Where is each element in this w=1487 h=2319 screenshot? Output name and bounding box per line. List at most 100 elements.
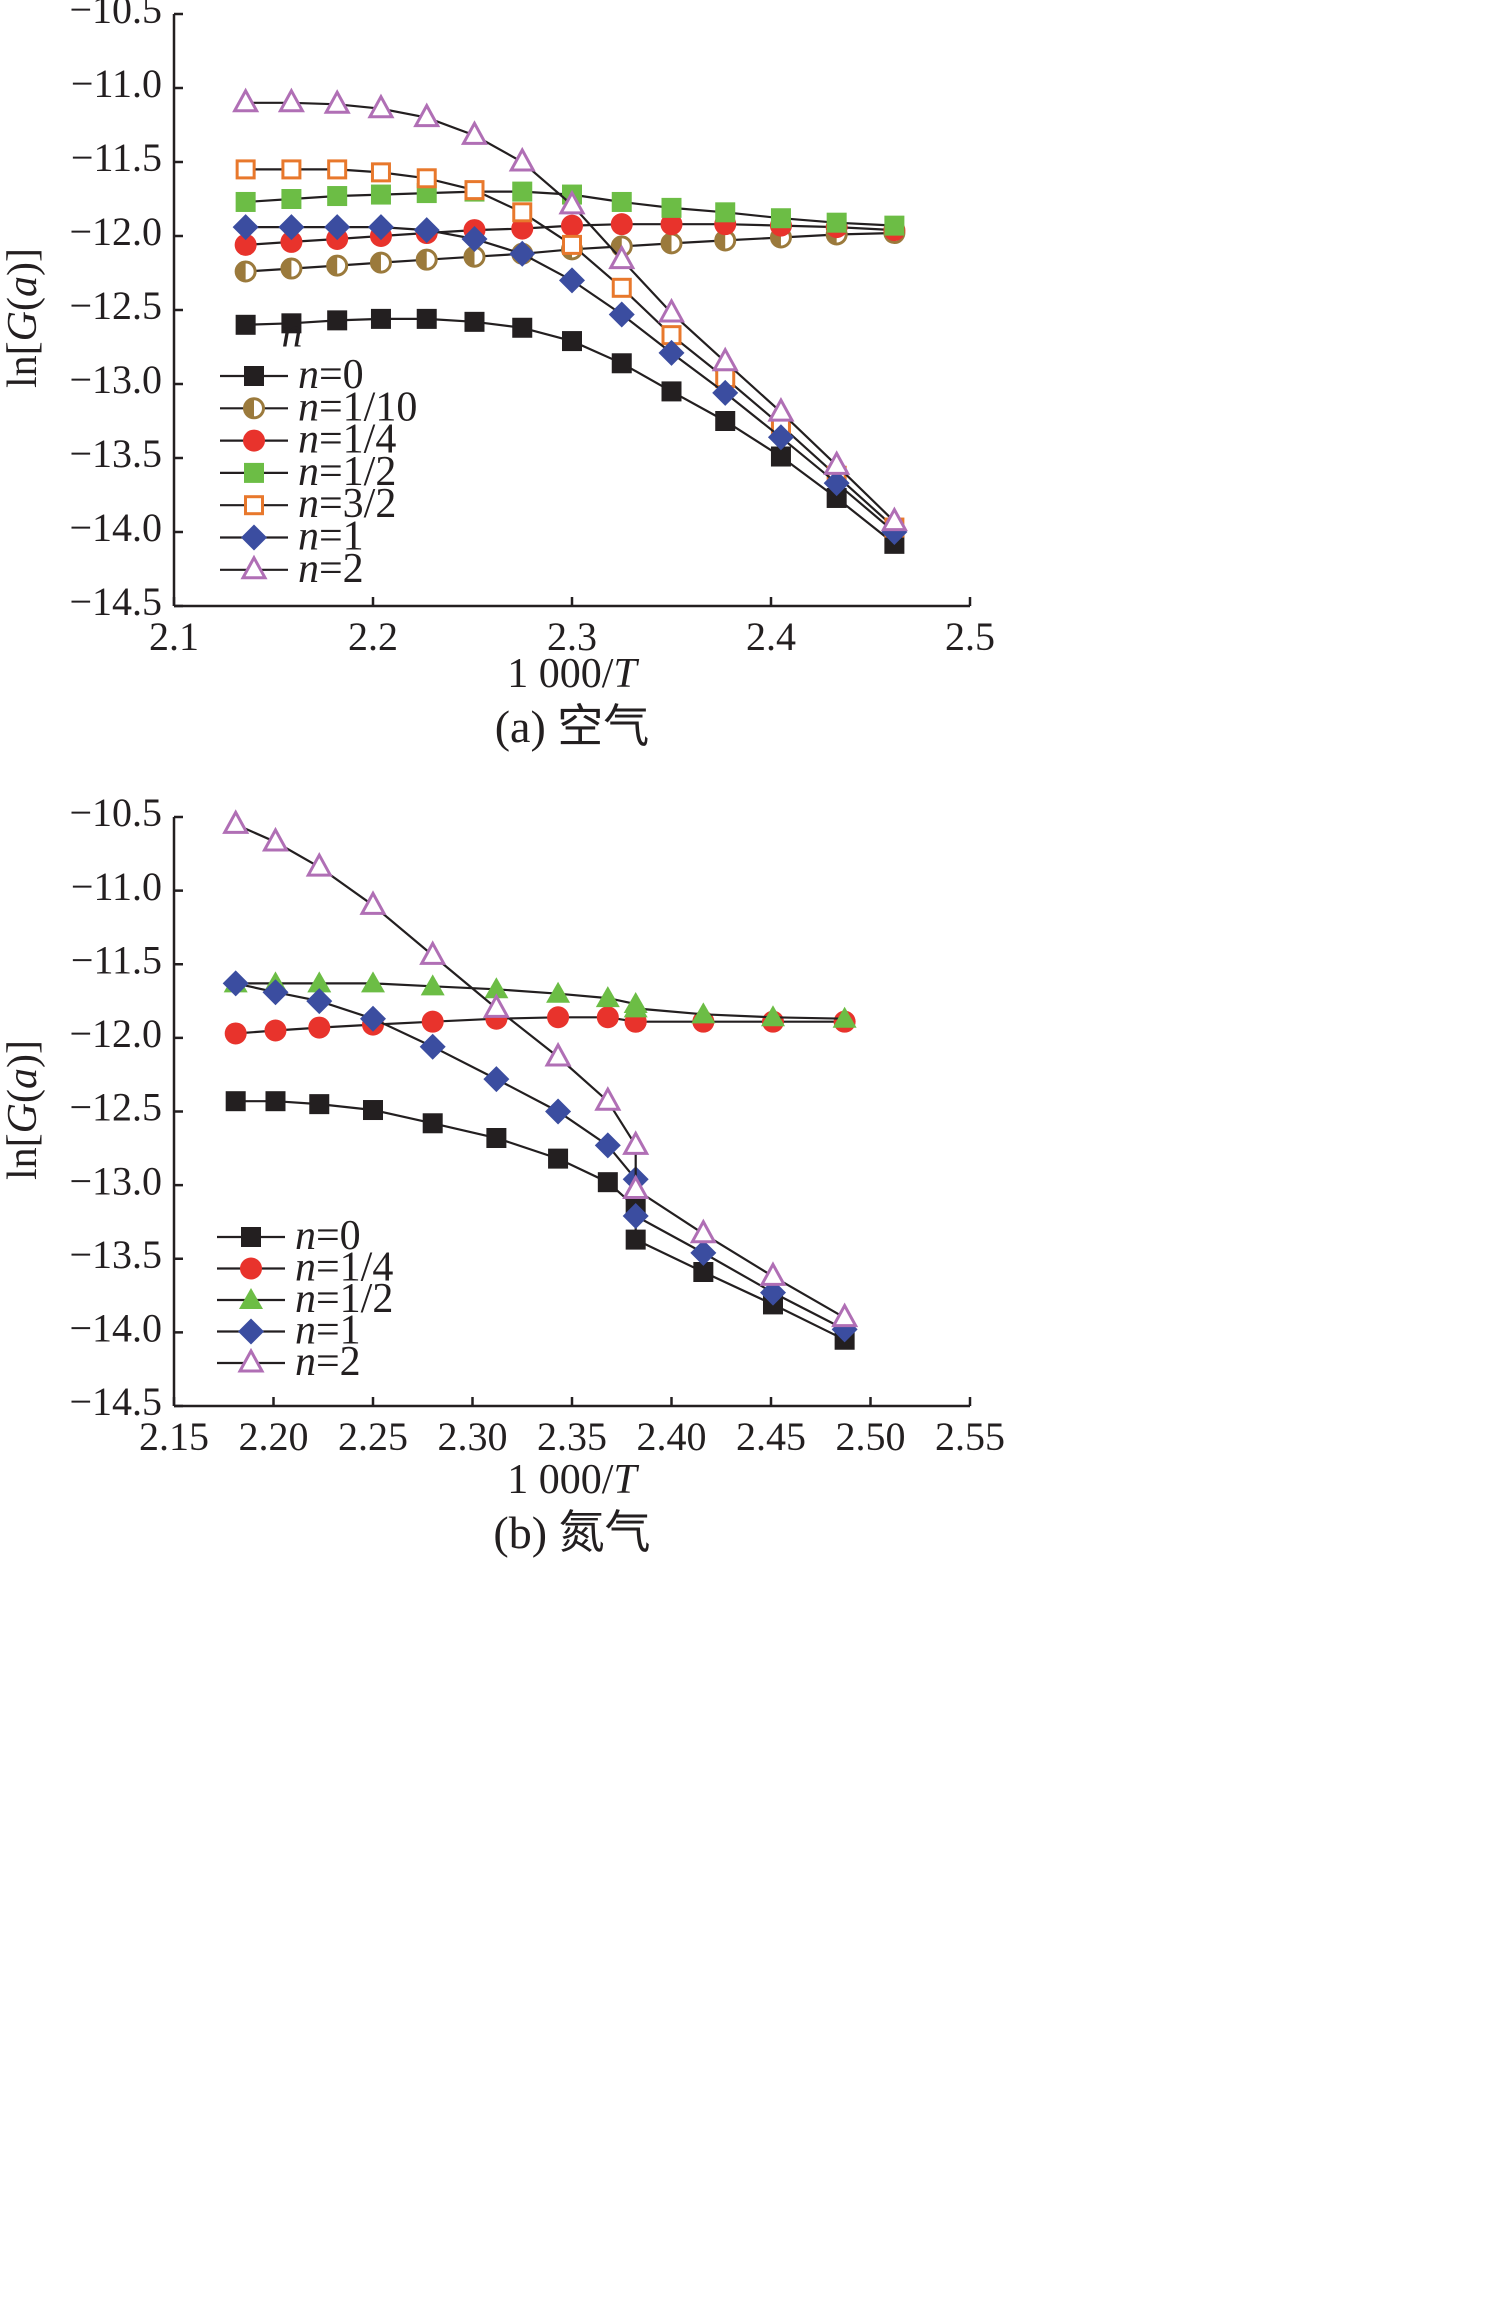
legend-label: n=1/2 bbox=[295, 1276, 393, 1322]
data-point bbox=[265, 1091, 286, 1112]
data-point bbox=[595, 986, 620, 1008]
y-tick-label: −13.5 bbox=[69, 1232, 162, 1277]
data-point bbox=[611, 277, 632, 298]
data-point bbox=[691, 1002, 716, 1024]
data-point bbox=[413, 217, 440, 244]
data-point bbox=[415, 248, 438, 271]
y-tick-label: −14.5 bbox=[69, 1379, 162, 1424]
x-tick-label: 2.50 bbox=[836, 1414, 906, 1459]
data-point bbox=[281, 159, 302, 180]
data-point bbox=[232, 214, 259, 241]
y-tick-label: −11.0 bbox=[71, 864, 162, 909]
data-point bbox=[608, 301, 635, 328]
legend-label: n=3/2 bbox=[298, 481, 396, 527]
legend-marker bbox=[239, 1288, 263, 1309]
data-point bbox=[661, 381, 682, 402]
data-point bbox=[546, 981, 571, 1003]
data-point bbox=[278, 214, 305, 241]
data-point bbox=[464, 311, 485, 332]
legend-marker bbox=[240, 554, 268, 580]
legend-marker bbox=[244, 462, 264, 483]
data-point bbox=[234, 260, 257, 283]
y-tick-label: −11.5 bbox=[71, 135, 162, 180]
data-point bbox=[770, 446, 791, 467]
data-point bbox=[597, 1172, 618, 1193]
data-point bbox=[826, 212, 847, 233]
data-point bbox=[714, 229, 737, 252]
data-point bbox=[661, 197, 682, 218]
data-point bbox=[622, 1174, 650, 1200]
data-point bbox=[711, 346, 739, 372]
legend-label: n=2 bbox=[298, 545, 364, 591]
data-point bbox=[482, 993, 510, 1018]
data-point bbox=[422, 1113, 443, 1134]
data-point bbox=[596, 1006, 619, 1029]
data-point bbox=[307, 971, 332, 993]
series-n-1 bbox=[232, 214, 908, 545]
data-point bbox=[611, 353, 632, 374]
data-point bbox=[327, 186, 348, 207]
data-point bbox=[360, 1005, 386, 1032]
data-point bbox=[363, 1100, 383, 1121]
x-tick-label: 2.40 bbox=[637, 1414, 707, 1459]
y-tick-label: −13.0 bbox=[69, 1158, 162, 1203]
data-point bbox=[261, 826, 290, 852]
data-point bbox=[622, 1130, 650, 1155]
data-point bbox=[327, 310, 348, 331]
panel-caption: (a) 空气 bbox=[495, 701, 650, 752]
data-point bbox=[370, 308, 391, 329]
data-point bbox=[421, 1010, 444, 1033]
data-point bbox=[610, 213, 633, 236]
legend-label: n=1/2 bbox=[298, 449, 396, 495]
data-point bbox=[264, 1019, 287, 1042]
data-point bbox=[234, 233, 257, 256]
data-point bbox=[369, 251, 392, 274]
data-point bbox=[306, 988, 333, 1015]
data-point bbox=[512, 181, 533, 202]
x-tick-label: 2.3 bbox=[547, 614, 597, 659]
legend-marker bbox=[241, 524, 267, 551]
x-tick-label: 2.45 bbox=[736, 1414, 806, 1459]
data-point bbox=[511, 217, 534, 240]
data-point bbox=[280, 230, 303, 253]
data-point bbox=[461, 225, 488, 252]
x-tick-label: 2.20 bbox=[239, 1414, 309, 1459]
data-point bbox=[562, 234, 582, 255]
data-point bbox=[767, 397, 795, 422]
y-tick-label: −12.0 bbox=[69, 1011, 162, 1056]
y-tick-label: −10.5 bbox=[69, 0, 162, 32]
legend-marker bbox=[240, 1257, 262, 1280]
legend-label: n=1/4 bbox=[298, 416, 396, 462]
legend-title: n bbox=[282, 311, 303, 357]
data-point bbox=[235, 314, 256, 335]
data-point bbox=[277, 87, 305, 113]
x-tick-label: 2.2 bbox=[348, 614, 398, 659]
data-point bbox=[693, 1262, 714, 1283]
data-point bbox=[225, 1091, 246, 1112]
data-point bbox=[658, 339, 685, 366]
data-point bbox=[823, 470, 850, 497]
panel-caption: (b) 氮气 bbox=[493, 1507, 650, 1558]
data-point bbox=[544, 1041, 572, 1067]
legend-label: n=0 bbox=[298, 352, 364, 398]
data-point bbox=[305, 851, 333, 877]
series-n-2 bbox=[222, 809, 859, 1328]
data-point bbox=[222, 970, 249, 997]
data-point bbox=[484, 977, 509, 999]
x-axis-label: 1 000/T bbox=[507, 1457, 639, 1503]
data-point bbox=[281, 313, 302, 334]
legend-marker bbox=[241, 1227, 261, 1247]
data-point bbox=[712, 379, 739, 406]
data-point bbox=[561, 214, 583, 237]
legend-marker bbox=[243, 397, 265, 420]
data-point bbox=[767, 424, 794, 451]
data-point bbox=[562, 331, 582, 352]
data-point bbox=[361, 971, 385, 993]
data-point bbox=[323, 89, 351, 114]
panel-b-nitrogen: 2.15 2.20 2.25 2.30 2.35 2.40 2.45 2.50 2.55 −10.… bbox=[0, 790, 1005, 1558]
x-tick-label: 2.5 bbox=[945, 614, 995, 659]
data-point bbox=[608, 244, 636, 270]
x-tick-label: 2.30 bbox=[438, 1414, 508, 1459]
data-point bbox=[416, 308, 437, 329]
data-point bbox=[367, 214, 394, 241]
